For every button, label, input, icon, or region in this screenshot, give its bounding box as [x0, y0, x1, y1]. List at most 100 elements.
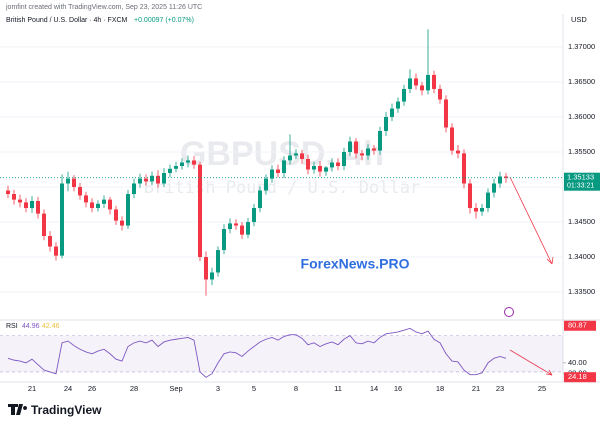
x-tick-label: 23 [496, 384, 504, 393]
candle-body [348, 141, 352, 152]
candle-body [480, 208, 484, 212]
x-tick-label: 16 [394, 384, 402, 393]
candle-body [90, 202, 94, 209]
candle-body [336, 162, 340, 166]
candle-body [132, 183, 136, 195]
header: jomfint created with TradingView.com, Se… [5, 4, 202, 11]
y-tick-label: 1.33500 [568, 287, 595, 296]
candle-body [378, 130, 382, 151]
candle-body [144, 178, 148, 182]
arrow-head [545, 369, 553, 376]
rsi-marker-label: 80.87 [568, 321, 587, 330]
candle-body [240, 225, 244, 235]
candle-body [396, 101, 400, 109]
x-tick-label: 28 [130, 384, 138, 393]
candle-body [420, 85, 424, 91]
y-tick-label: 1.34000 [568, 252, 595, 261]
candle-body [354, 141, 358, 154]
candle-body [36, 201, 40, 214]
candle-body [216, 250, 220, 273]
candle-body [228, 223, 232, 230]
candle-body [360, 153, 364, 156]
candle-body [270, 169, 274, 179]
candle-body [390, 108, 394, 117]
candle-body [210, 272, 214, 280]
candle-body [372, 148, 376, 151]
rsi-ma-value: 42.46 [42, 323, 60, 330]
logo-text: TradingView [31, 403, 102, 417]
candle-body [342, 151, 346, 166]
rsi-marker-badge [564, 372, 596, 383]
candle-body [120, 220, 124, 226]
y-tick-label: 40.00 [568, 358, 587, 367]
rsi-line [7, 327, 507, 378]
x-tick-label: 8 [294, 384, 298, 393]
candle-body [438, 88, 442, 100]
candle-body [264, 178, 268, 191]
candle-body [66, 178, 70, 184]
candle-body [54, 246, 58, 256]
candle-body [186, 160, 190, 163]
candle-body [444, 99, 448, 128]
candle-body [114, 209, 118, 221]
last-price-label: 1.35133 [567, 173, 594, 182]
rsi-marker-label: 24.18 [568, 372, 587, 381]
candle-body [180, 162, 184, 166]
candle-body [138, 178, 142, 184]
candle-body [462, 153, 466, 184]
candle-body [486, 192, 490, 209]
candle-body [42, 213, 46, 237]
candle-body [408, 78, 412, 89]
y-tick-label: 1.35500 [568, 147, 595, 156]
candle-body [30, 201, 34, 209]
x-tick-label: 18 [436, 384, 444, 393]
candle-body [48, 236, 52, 247]
overlay-text: ForexNews.PRO [301, 256, 410, 272]
x-tick-label: 11 [334, 384, 342, 393]
candle-body [492, 183, 496, 193]
x-tick-label: Sep [169, 384, 182, 393]
currency-label: USD [571, 15, 587, 24]
rsi-band [0, 335, 563, 372]
candle-body [6, 190, 10, 195]
candle-body [288, 155, 292, 161]
y-tick-label: 1.37000 [568, 42, 595, 51]
candle-body [12, 194, 16, 200]
candle-body [432, 74, 436, 89]
rsi-title: RSI [6, 323, 18, 330]
x-tick-label: 21 [28, 384, 36, 393]
candle-body [498, 176, 502, 184]
candle-body [318, 166, 322, 172]
candle-body [162, 173, 166, 184]
rsi-value: 44.96 [22, 323, 40, 330]
candle-body [126, 194, 130, 226]
candle-body [18, 199, 22, 203]
candle-body [192, 160, 196, 165]
candle-body [504, 176, 508, 178]
logo-icon [8, 404, 28, 415]
legend-symbol: British Pound / U.S. Dollar · 4h · FXCM [6, 17, 128, 24]
candle-body [300, 153, 304, 159]
candle-body [198, 164, 202, 258]
candle-body [366, 148, 370, 156]
candle-body [258, 190, 262, 209]
last-price-badge [564, 172, 600, 191]
y-tick-label: 1.36500 [568, 77, 595, 86]
candle-body [168, 168, 172, 174]
candle-body [72, 178, 76, 188]
legend-change: +0.00097 (+0.07%) [134, 17, 194, 24]
candle-body [252, 208, 256, 223]
x-tick-label: 3 [216, 384, 220, 393]
candle-body [450, 127, 454, 151]
candle-body [324, 167, 328, 172]
candle-body [60, 183, 64, 256]
candle-body [108, 199, 112, 210]
candle-body [426, 74, 430, 91]
candle-body [156, 175, 160, 184]
event-icon[interactable] [504, 307, 514, 317]
x-tick-label: 5 [252, 384, 256, 393]
watermark-description: British Pound / U.S. Dollar [144, 178, 420, 198]
candle-body [78, 187, 82, 196]
